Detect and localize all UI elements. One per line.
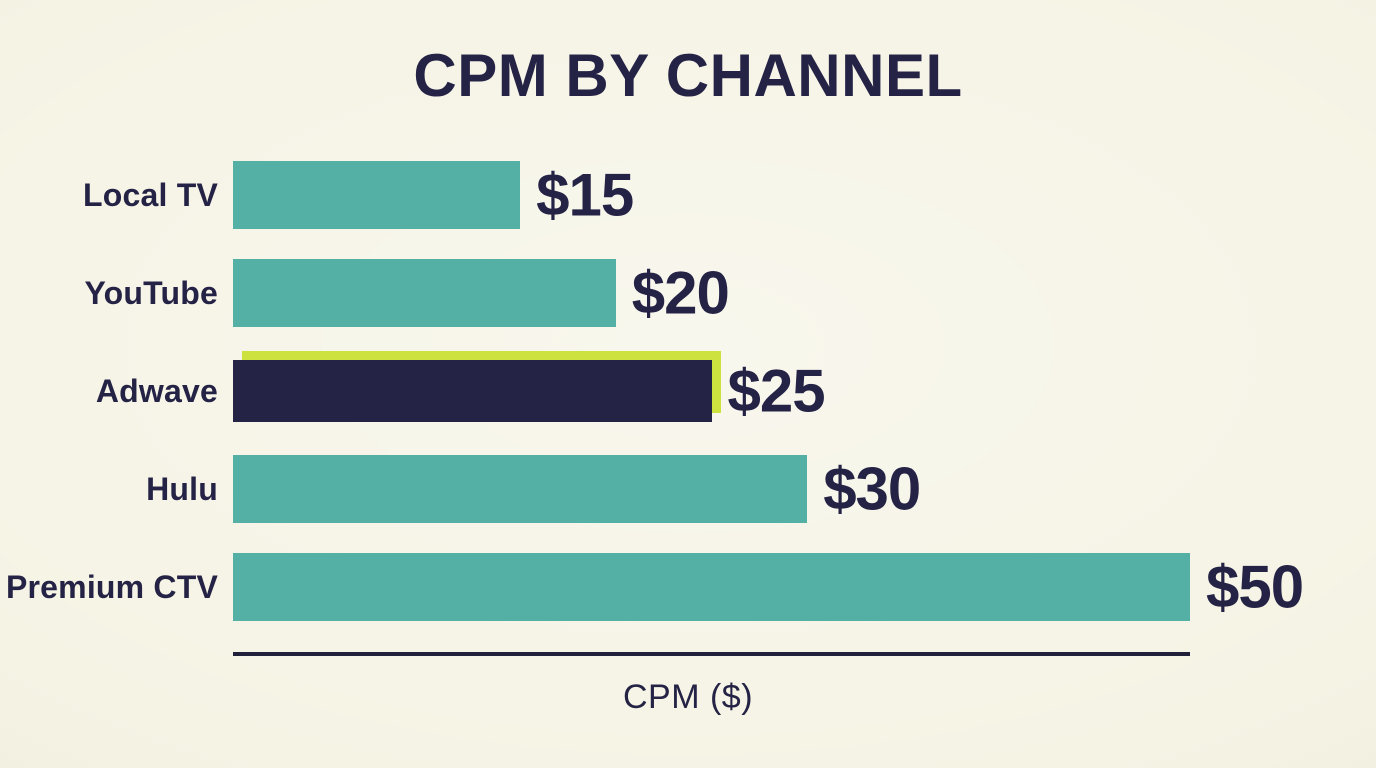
value-label: $20 — [631, 259, 730, 327]
bar-track: $50 — [233, 538, 1304, 636]
category-label: YouTube — [84, 274, 218, 311]
bar-track: $30 — [233, 440, 1190, 538]
chart-title: CPM BY CHANNEL — [413, 42, 963, 109]
x-axis-label: CPM ($) — [622, 678, 754, 716]
bar-track: $15 — [233, 146, 1190, 244]
bar — [233, 455, 808, 523]
value-label: $30 — [823, 455, 921, 523]
bar-row: Hulu $30 — [0, 440, 1376, 538]
bar — [233, 553, 1190, 621]
value-label: $25 — [727, 357, 826, 425]
bar-track: $25 — [233, 342, 1190, 440]
category-label: Hulu — [146, 470, 218, 507]
chart-rows: Local TV $15 YouTube $20 Adwave $25 Hulu… — [0, 146, 1376, 636]
value-label: $50 — [1206, 553, 1304, 621]
bar-track: $20 — [233, 244, 1190, 342]
bar-row: Premium CTV $50 — [0, 538, 1376, 636]
bar — [233, 161, 521, 229]
category-label: Premium CTV — [5, 568, 218, 605]
category-label: Adwave — [95, 372, 218, 409]
value-label: $15 — [536, 161, 634, 229]
bar-row: Adwave $25 — [0, 342, 1376, 440]
bar-row: Local TV $15 — [0, 146, 1376, 244]
category-label: Local TV — [83, 176, 218, 213]
bar — [233, 360, 712, 422]
bar — [233, 259, 616, 327]
x-axis-line — [233, 652, 1190, 656]
bar-row: YouTube $20 — [0, 244, 1376, 342]
